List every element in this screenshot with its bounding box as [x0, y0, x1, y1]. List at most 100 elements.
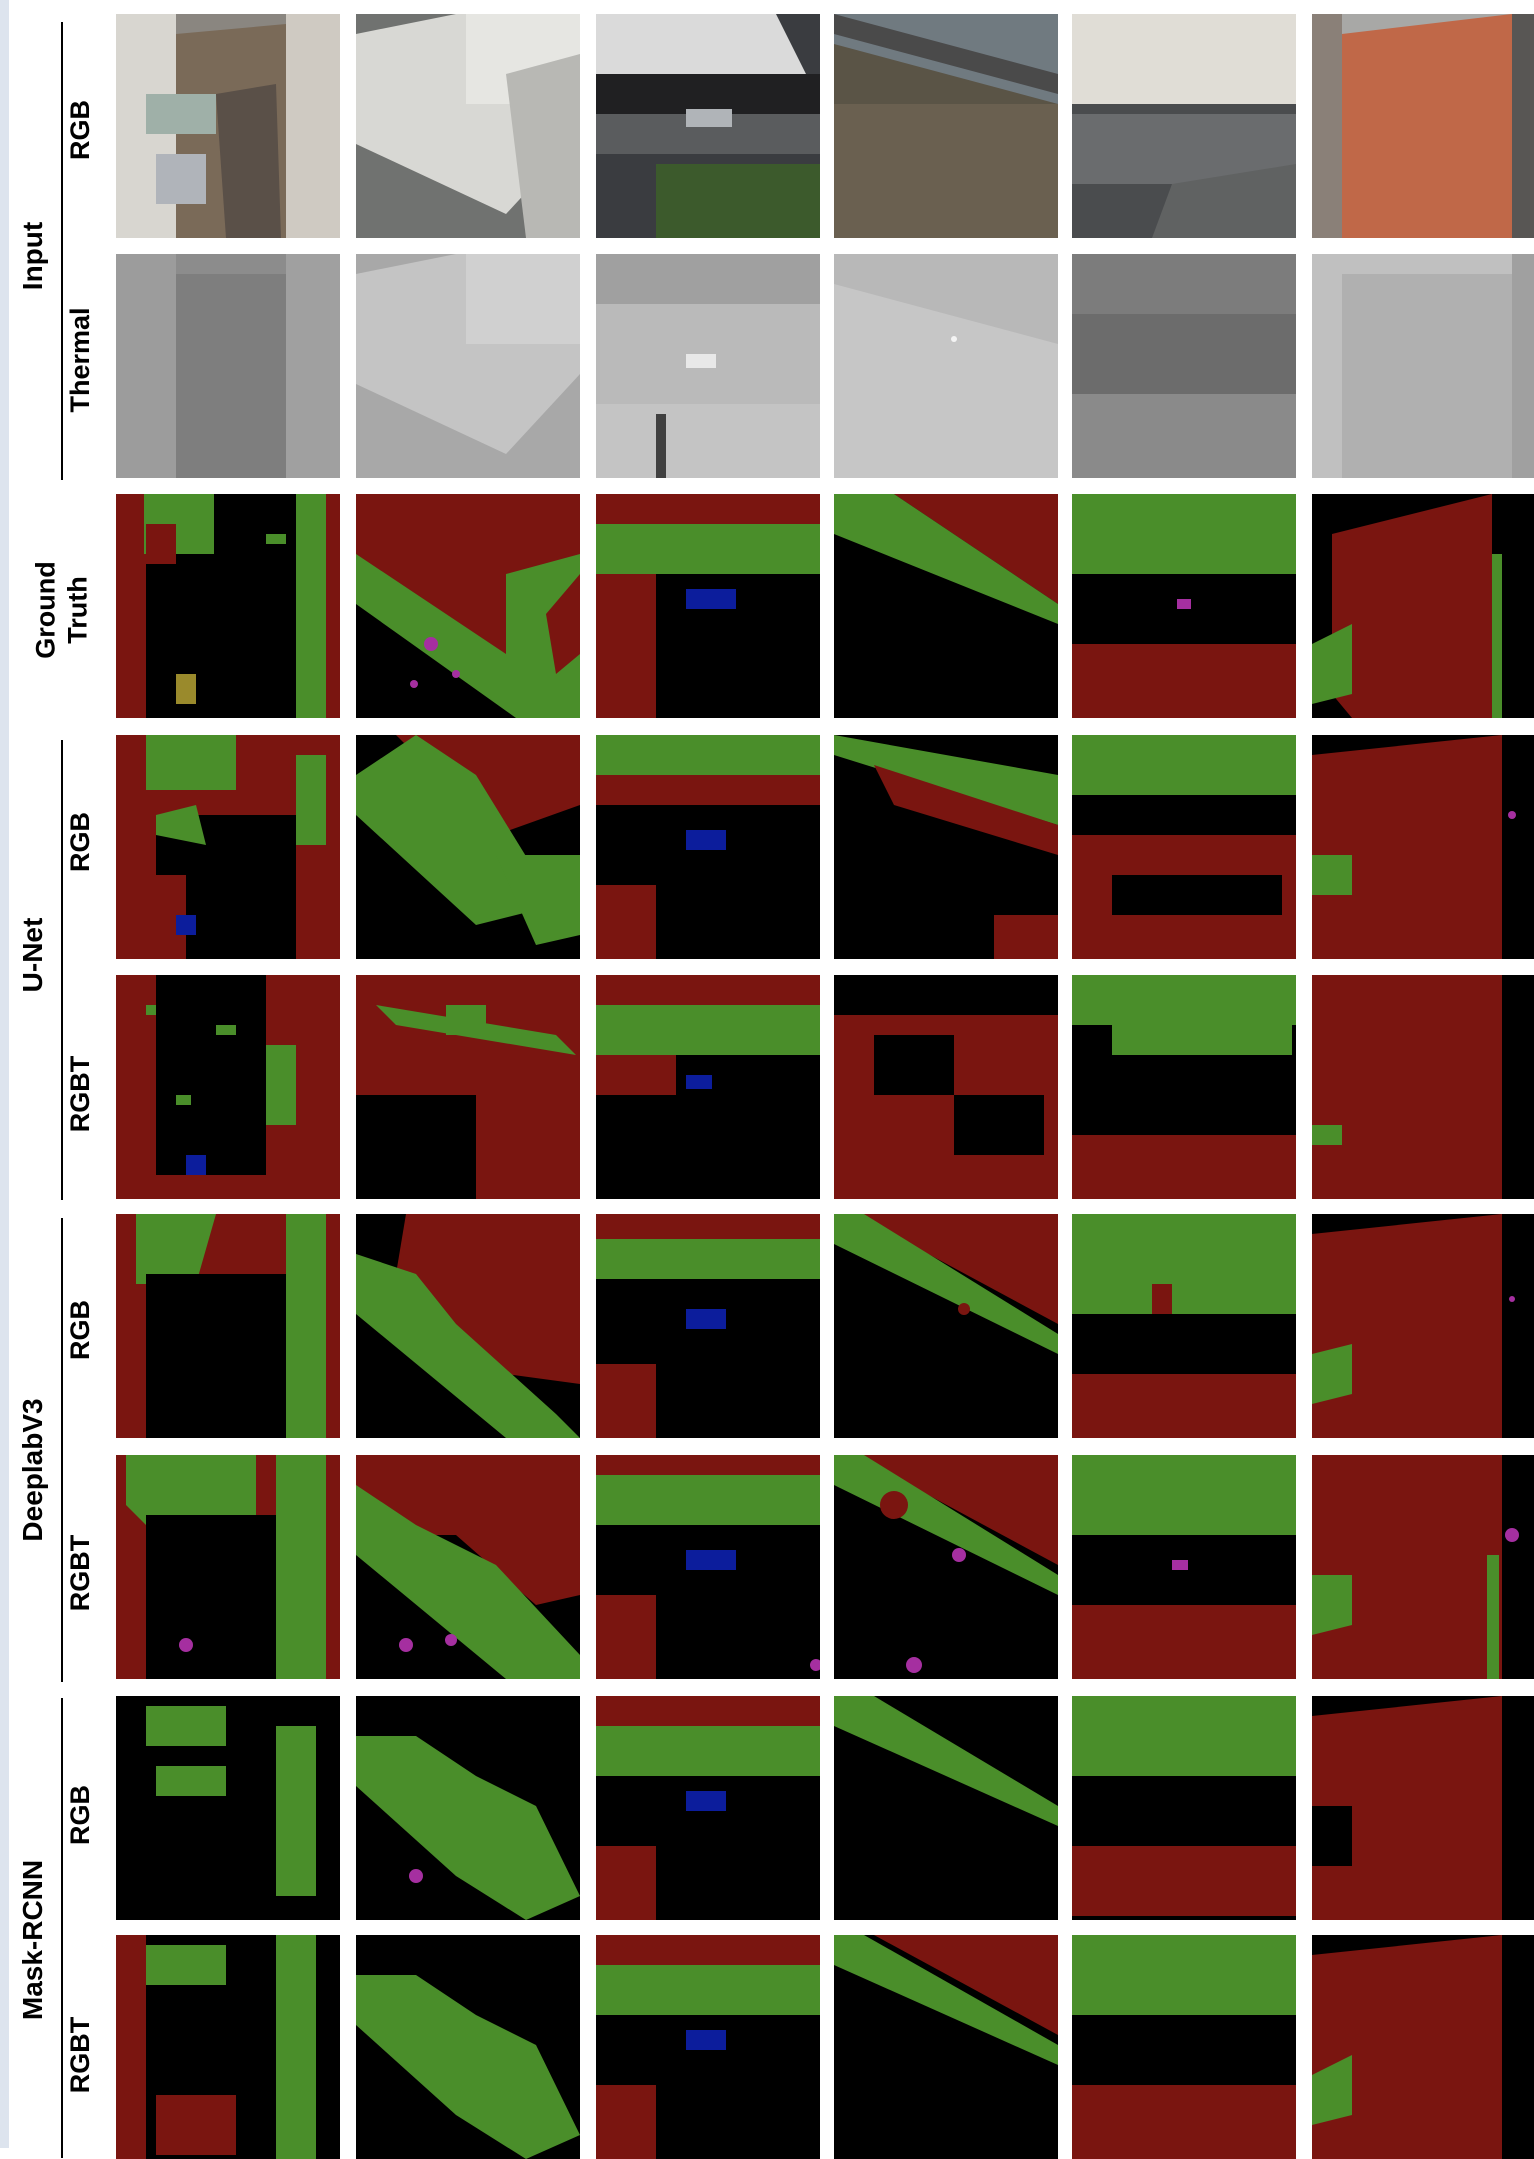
region-6: [156, 805, 206, 845]
maskrcnn-rgbt-col-2-image: [356, 1935, 580, 2159]
region-3: [496, 855, 580, 945]
region-1: [834, 735, 1058, 825]
deeplabv3-rgb-col-1: [116, 1214, 340, 1438]
region-2: [146, 1945, 226, 1985]
unet-rgbt-col-1: [116, 975, 340, 1199]
ground-truth-col-1: [116, 494, 340, 718]
unet-rgb-col-3-image: [596, 735, 820, 959]
maskrcnn-rgb-col-3-image: [596, 1696, 820, 1920]
region-1: [596, 1214, 820, 1239]
ground-truth-col-4-image: [834, 494, 1058, 718]
region-1: [1312, 1455, 1502, 1679]
region-1: [1072, 1935, 1296, 2015]
region-1: [1072, 1214, 1296, 1314]
region-1: [356, 1455, 580, 1605]
maskrcnn-rgbt-col-5-image: [1072, 1935, 1296, 2159]
region-3: [276, 1726, 316, 1896]
region-2: [1512, 14, 1534, 238]
region-1: [596, 14, 806, 74]
region-5: [186, 1155, 206, 1175]
region-3: [1508, 811, 1516, 819]
region-3: [186, 875, 296, 959]
region-3: [596, 1846, 656, 1920]
input-thermal-col-3: [596, 254, 820, 478]
region-3: [216, 1025, 236, 1035]
ground-truth-col-5-image: [1072, 494, 1296, 718]
region-2: [1512, 254, 1534, 478]
region-2: [1312, 2055, 1352, 2125]
region-2: [834, 494, 1058, 624]
region-2: [874, 765, 1058, 855]
region-1: [834, 1935, 1058, 2065]
deeplabv3-rgbt-col-5-image: [1072, 1455, 1296, 1679]
region-1: [834, 975, 1058, 1015]
region-1: [596, 975, 820, 1005]
input-thermal-col-2: [356, 254, 580, 478]
region-3: [176, 274, 286, 478]
input-thermal-col-1-image: [116, 254, 340, 478]
region-1: [1502, 975, 1534, 1199]
region-2: [596, 74, 820, 114]
region-5: [410, 680, 418, 688]
region-4: [156, 2095, 236, 2155]
maskrcnn-rgb-col-2: [356, 1696, 580, 1920]
maskrcnn-rgb-col-1-image: [116, 1696, 340, 1920]
region-2: [834, 1455, 1058, 1595]
region-1: [136, 1214, 216, 1284]
region-4: [686, 589, 736, 609]
maskrcnn-rgb-col-4: [834, 1696, 1058, 1920]
region-2: [1072, 1846, 1296, 1916]
region-3: [596, 1364, 656, 1438]
region-3: [1487, 1555, 1499, 1679]
row-label-deeplabv3-rgb: RGB: [64, 1300, 95, 1360]
region-1: [1342, 274, 1512, 478]
ground-truth-col-6: [1312, 494, 1534, 718]
left-margin-bar: [0, 0, 9, 2148]
region-2: [356, 554, 580, 718]
input-rgb-col-1-image: [116, 14, 340, 238]
input-rgb-col-6: [1312, 14, 1534, 238]
region-5: [686, 109, 732, 127]
deeplabv3-rgb-col-1-image: [116, 1214, 340, 1438]
region-3: [880, 1491, 908, 1519]
region-2: [466, 254, 580, 344]
deeplabv3-rgbt-col-3-image: [596, 1455, 820, 1679]
unet-rgb-col-6: [1312, 735, 1534, 959]
region-1: [116, 254, 176, 478]
region-2: [146, 1005, 156, 1015]
row-label-unet-rgbt: RGBT: [64, 1055, 95, 1133]
region-2: [596, 775, 820, 805]
unet-rgb-col-5-image: [1072, 735, 1296, 959]
group-line-deeplabv3: [61, 1218, 63, 1682]
row-label-maskrcnn-rgb: RGB: [64, 1785, 95, 1845]
region-2: [1312, 1575, 1352, 1635]
region-4: [686, 830, 726, 850]
region-4: [445, 1634, 457, 1646]
input-thermal-col-6-image: [1312, 254, 1534, 478]
maskrcnn-rgbt-col-4-image: [834, 1935, 1058, 2159]
region-1: [1312, 1696, 1502, 1920]
region-3: [1172, 1560, 1188, 1570]
region-1: [834, 254, 1058, 344]
region-2: [146, 1515, 296, 1679]
group-label-maskrcnn: Mask-RCNN: [17, 1859, 48, 2021]
region-3: [399, 1638, 413, 1652]
region-3: [596, 2085, 656, 2159]
maskrcnn-rgbt-col-6-image: [1312, 1935, 1534, 2159]
region-2: [1312, 1806, 1352, 1866]
maskrcnn-rgbt-col-6: [1312, 1935, 1534, 2159]
region-1: [596, 254, 820, 304]
region-3: [596, 885, 656, 959]
region-4: [179, 1638, 193, 1652]
region-1: [396, 1214, 580, 1384]
region-3: [1152, 164, 1296, 238]
region-3: [546, 574, 580, 674]
region-3: [276, 1935, 316, 2159]
group-label-input: Input: [17, 221, 48, 291]
region-4: [952, 1548, 966, 1562]
deeplabv3-rgb-col-5-image: [1072, 1214, 1296, 1438]
maskrcnn-rgb-col-6: [1312, 1696, 1534, 1920]
maskrcnn-rgb-col-4-image: [834, 1696, 1058, 1920]
deeplabv3-rgb-col-4-image: [834, 1214, 1058, 1438]
region-5: [326, 494, 340, 718]
